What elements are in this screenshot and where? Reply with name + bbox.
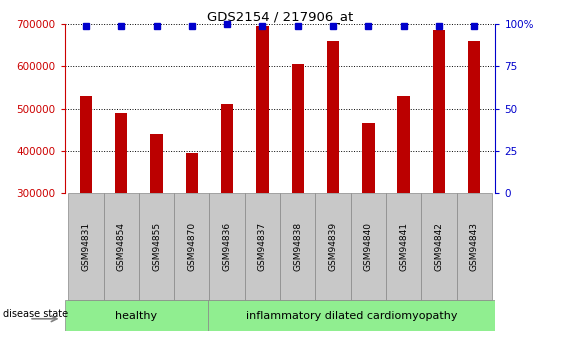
Bar bbox=[433, 30, 445, 193]
Text: GSM94842: GSM94842 bbox=[435, 222, 444, 271]
Bar bbox=[139, 193, 174, 300]
Bar bbox=[80, 96, 92, 193]
Bar bbox=[421, 193, 457, 300]
Text: disease state: disease state bbox=[3, 309, 68, 319]
Bar bbox=[351, 193, 386, 300]
Bar bbox=[386, 193, 421, 300]
Bar bbox=[362, 124, 374, 193]
Bar bbox=[292, 64, 304, 193]
Text: GSM94831: GSM94831 bbox=[82, 222, 91, 271]
Bar bbox=[397, 96, 410, 193]
Text: GSM94838: GSM94838 bbox=[293, 222, 302, 271]
Bar bbox=[468, 41, 480, 193]
Text: GSM94843: GSM94843 bbox=[470, 222, 479, 271]
Bar bbox=[209, 193, 245, 300]
Title: GDS2154 / 217906_at: GDS2154 / 217906_at bbox=[207, 10, 353, 23]
Bar bbox=[186, 153, 198, 193]
Text: inflammatory dilated cardiomyopathy: inflammatory dilated cardiomyopathy bbox=[246, 311, 458, 321]
Bar bbox=[68, 193, 104, 300]
Text: GSM94854: GSM94854 bbox=[117, 222, 126, 271]
Bar bbox=[174, 193, 209, 300]
Text: GSM94855: GSM94855 bbox=[152, 222, 161, 271]
Bar bbox=[150, 134, 163, 193]
Text: GSM94870: GSM94870 bbox=[187, 222, 196, 271]
Text: GSM94841: GSM94841 bbox=[399, 222, 408, 271]
Bar bbox=[256, 26, 269, 193]
Bar bbox=[327, 41, 339, 193]
Text: GSM94839: GSM94839 bbox=[329, 222, 338, 271]
Bar bbox=[280, 193, 315, 300]
Bar bbox=[115, 113, 127, 193]
Bar bbox=[315, 193, 351, 300]
Bar bbox=[221, 105, 233, 193]
Text: GSM94836: GSM94836 bbox=[222, 222, 231, 271]
Bar bbox=[208, 300, 495, 331]
Bar bbox=[245, 193, 280, 300]
Bar bbox=[457, 193, 492, 300]
Text: GSM94840: GSM94840 bbox=[364, 222, 373, 271]
Text: GSM94837: GSM94837 bbox=[258, 222, 267, 271]
Text: healthy: healthy bbox=[115, 311, 158, 321]
Bar bbox=[65, 300, 208, 331]
Bar bbox=[104, 193, 139, 300]
